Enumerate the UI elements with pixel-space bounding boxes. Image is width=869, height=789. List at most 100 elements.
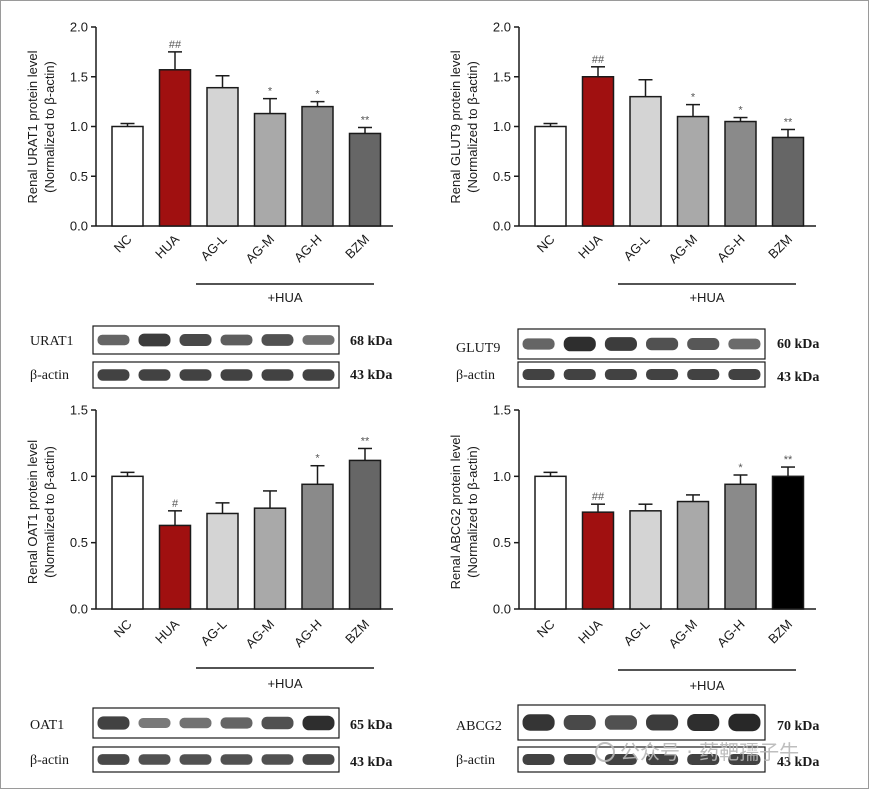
- glut9-ylabel-sub: (Normalized to β-actin): [465, 61, 480, 193]
- urat1-bar-ag-m: [253, 112, 287, 227]
- urat1-actin-band: [138, 369, 171, 381]
- oat1-category-label: AG-H: [291, 617, 325, 651]
- abcg2-protein-band: [522, 714, 555, 731]
- oat1-actin-band: [261, 754, 294, 765]
- oat1-bar-hua: [158, 524, 192, 610]
- abcg2-blot-protein-kda: 70 kDa: [777, 719, 819, 734]
- urat1-protein-band: [220, 334, 253, 346]
- glut9-blot-actin-kda: 43 kDa: [777, 370, 819, 385]
- oat1-ytick-label: 1.5: [70, 403, 88, 418]
- abcg2-category-label: AG-H: [714, 617, 748, 651]
- glut9-protein-band: [728, 338, 761, 350]
- urat1-blot: URAT1 β-actin 68 kDa 43 kDa: [30, 325, 392, 389]
- oat1-bar-ag-h: [301, 483, 334, 610]
- glut9-actin-band: [604, 368, 637, 381]
- abcg2-actin-band: [646, 753, 679, 766]
- glut9-actin-band: [522, 368, 555, 381]
- oat1-category-label: BZM: [342, 617, 372, 647]
- oat1-blot-actin-label: β-actin: [30, 753, 69, 768]
- abcg2-ytick-label: 1.0: [493, 469, 511, 484]
- urat1-blot-actin-kda: 43 kDa: [350, 368, 392, 383]
- glut9-bar-hua: [581, 76, 615, 227]
- oat1-category-label: AG-M: [243, 617, 278, 652]
- glut9-blot-actin-strip: [517, 361, 766, 388]
- urat1-category-label: AG-L: [198, 232, 230, 264]
- oat1-bar-bzm: [348, 459, 382, 610]
- glut9-blot-protein-label: GLUT9: [456, 341, 500, 356]
- urat1-bar-bzm: [348, 132, 382, 227]
- abcg2-protein-band: [563, 714, 596, 731]
- abcg2-significance-mark: **: [784, 454, 793, 466]
- oat1-ylabel: Renal OAT1 protein level: [25, 440, 40, 584]
- glut9-protein-band: [646, 337, 679, 351]
- glut9-category-label: AG-M: [666, 232, 701, 267]
- glut9-group-label: +HUA: [689, 290, 724, 305]
- oat1-category-label: AG-L: [198, 617, 230, 649]
- abcg2-significance-mark: *: [738, 462, 743, 474]
- panel-oat1: 0.0 0.5 1.0 1.5 NC # HUA AG-L AG-M * AG-H ** BZM Ren…: [25, 403, 393, 773]
- glut9-bar-nc: [534, 125, 567, 227]
- abcg2-bar-hua: [581, 511, 615, 610]
- urat1-blot-protein-strip: [92, 325, 340, 355]
- chart-oat1: 0.0 0.5 1.0 1.5 NC # HUA AG-L AG-M * AG-H ** BZM: [70, 403, 393, 652]
- urat1-protein-band: [97, 334, 130, 346]
- urat1-significance-mark: *: [315, 89, 320, 101]
- abcg2-category-label: AG-M: [666, 617, 701, 652]
- oat1-blot-actin-strip: [92, 746, 340, 773]
- urat1-category-label: BZM: [342, 232, 372, 262]
- urat1-bar-ag-l: [206, 86, 239, 227]
- urat1-ytick-label: 1.0: [70, 119, 88, 134]
- abcg2-bar-ag-l: [629, 510, 662, 610]
- abcg2-blot-actin-kda: 43 kDa: [777, 755, 819, 770]
- oat1-protein-band: [138, 718, 171, 728]
- panel-glut9: 0.0 0.5 1.0 1.5 2.0 NC ## HUA AG-L * AG-M * AG-H ** BZ…: [448, 20, 819, 388]
- urat1-group-label: +HUA: [267, 290, 302, 305]
- oat1-bar-nc: [111, 475, 144, 610]
- urat1-actin-band: [220, 369, 253, 381]
- oat1-blot-protein-kda: 65 kDa: [350, 718, 392, 733]
- abcg2-actin-band: [687, 753, 720, 766]
- glut9-protein-band: [604, 337, 637, 351]
- urat1-category-label: AG-H: [291, 232, 325, 266]
- glut9-significance-mark: **: [784, 116, 793, 128]
- oat1-significance-mark: **: [361, 435, 370, 447]
- urat1-blot-protein-label: URAT1: [30, 334, 74, 349]
- oat1-protein-band: [220, 717, 253, 729]
- abcg2-blot-actin-label: β-actin: [456, 753, 495, 768]
- abcg2-protein-band: [604, 715, 637, 730]
- glut9-actin-band: [646, 368, 679, 381]
- glut9-actin-band: [687, 368, 720, 381]
- urat1-ytick-label: 0.5: [70, 169, 88, 184]
- glut9-significance-mark: ##: [592, 54, 605, 66]
- oat1-actin-band: [220, 754, 253, 765]
- abcg2-blot-protein-label: ABCG2: [456, 719, 502, 734]
- abcg2-bar-ag-h: [724, 483, 757, 610]
- urat1-protein-band: [179, 333, 212, 347]
- oat1-protein-band: [302, 715, 335, 731]
- urat1-ytick-label: 2.0: [70, 20, 88, 35]
- urat1-category-label: AG-M: [243, 232, 278, 267]
- glut9-actin-band: [728, 368, 761, 381]
- abcg2-actin-band: [728, 753, 761, 766]
- abcg2-group-label: +HUA: [689, 678, 724, 693]
- oat1-ylabel-sub: (Normalized to β-actin): [42, 446, 57, 578]
- glut9-blot-protein-kda: 60 kDa: [777, 337, 819, 352]
- glut9-category-label: NC: [534, 232, 558, 256]
- urat1-category-label: NC: [111, 232, 135, 256]
- abcg2-blot-actin-strip: [517, 746, 766, 773]
- glut9-ytick-label: 1.0: [493, 119, 511, 134]
- oat1-actin-band: [97, 754, 130, 765]
- oat1-blot-protein-label: OAT1: [30, 718, 64, 733]
- watermark-text: 公众号 · 药靶孺子牛: [620, 740, 799, 764]
- abcg2-protein-band: [728, 713, 761, 732]
- urat1-bar-hua: [158, 69, 192, 227]
- urat1-bar-nc: [111, 125, 144, 227]
- oat1-significance-mark: *: [315, 453, 320, 465]
- chart-urat1: 0.0 0.5 1.0 1.5 2.0 NC ## HUA AG-L * AG-M * AG-H ** BZ…: [70, 20, 393, 267]
- glut9-ytick-label: 0.0: [493, 219, 511, 234]
- glut9-ytick-label: 2.0: [493, 20, 511, 35]
- oat1-protein-band: [97, 716, 130, 730]
- urat1-ytick-label: 1.5: [70, 69, 88, 84]
- panel-urat1: 0.0 0.5 1.0 1.5 2.0 NC ## HUA AG-L * AG-M * AG-H ** BZ…: [25, 20, 393, 389]
